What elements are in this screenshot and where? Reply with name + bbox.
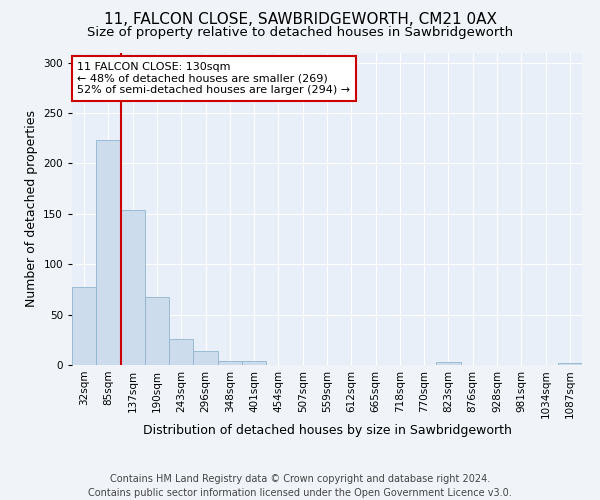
- Text: Contains HM Land Registry data © Crown copyright and database right 2024.
Contai: Contains HM Land Registry data © Crown c…: [88, 474, 512, 498]
- Y-axis label: Number of detached properties: Number of detached properties: [25, 110, 38, 307]
- Bar: [218, 361, 242, 365]
- Bar: [72, 288, 96, 365]
- Bar: [436, 362, 461, 365]
- Bar: [242, 361, 266, 365]
- Text: 11, FALCON CLOSE, SAWBRIDGEWORTH, CM21 0AX: 11, FALCON CLOSE, SAWBRIDGEWORTH, CM21 0…: [104, 12, 497, 28]
- X-axis label: Distribution of detached houses by size in Sawbridgeworth: Distribution of detached houses by size …: [143, 424, 511, 437]
- Bar: [145, 298, 169, 365]
- Bar: [96, 140, 121, 365]
- Text: 11 FALCON CLOSE: 130sqm
← 48% of detached houses are smaller (269)
52% of semi-d: 11 FALCON CLOSE: 130sqm ← 48% of detache…: [77, 62, 350, 95]
- Bar: [558, 363, 582, 365]
- Text: Size of property relative to detached houses in Sawbridgeworth: Size of property relative to detached ho…: [87, 26, 513, 39]
- Bar: [193, 351, 218, 365]
- Bar: [169, 339, 193, 365]
- Bar: [121, 210, 145, 365]
